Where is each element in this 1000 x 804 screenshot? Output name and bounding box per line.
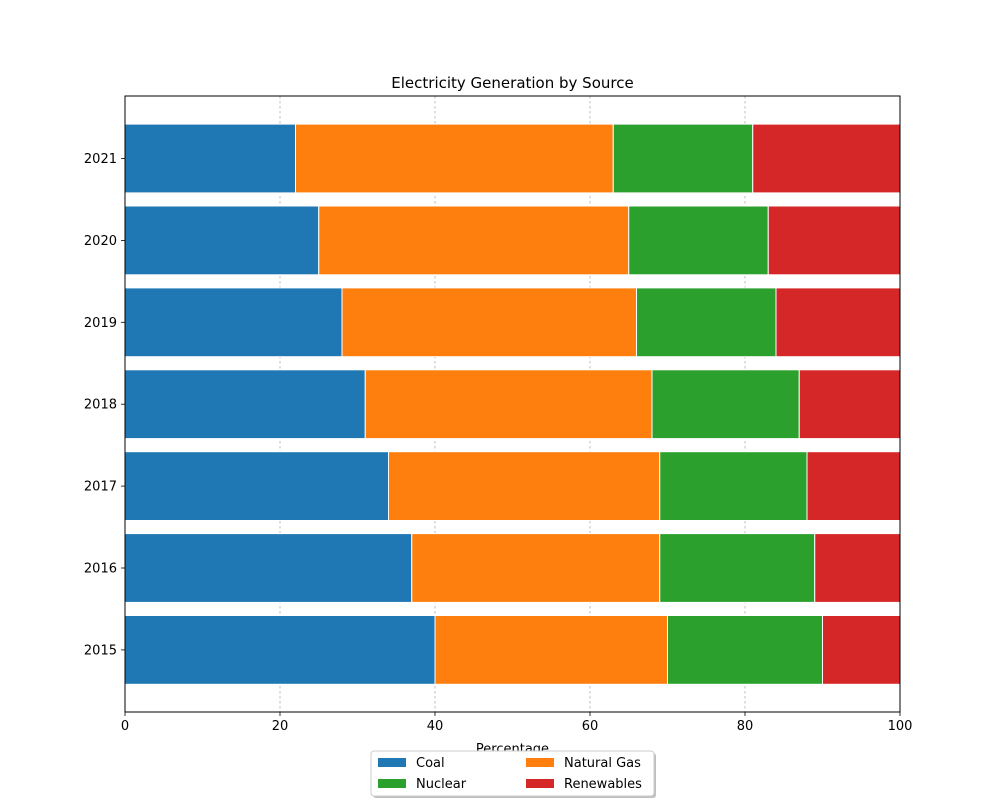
x-tick-label: 40 bbox=[427, 719, 444, 734]
y-tick-label: 2020 bbox=[84, 234, 117, 249]
legend-swatch-renewables bbox=[526, 779, 554, 788]
bar-segment-renewables-2016 bbox=[814, 533, 901, 603]
y-tick-label: 2015 bbox=[84, 643, 117, 658]
bar-segment-renewables-2019 bbox=[775, 287, 901, 358]
y-tick-label: 2021 bbox=[84, 152, 117, 167]
bar-segment-coal-2017 bbox=[124, 451, 389, 521]
bar-segment-natural-gas-2017 bbox=[388, 451, 661, 521]
x-tick-label: 0 bbox=[121, 719, 129, 734]
bar-segment-coal-2016 bbox=[124, 533, 413, 603]
bar-segment-nuclear-2016 bbox=[659, 533, 816, 603]
x-tick-label: 80 bbox=[737, 719, 754, 734]
bar-segment-renewables-2018 bbox=[798, 369, 901, 440]
bar-segment-natural-gas-2020 bbox=[318, 205, 630, 276]
bar-segment-nuclear-2018 bbox=[651, 369, 800, 440]
x-tick-label: 20 bbox=[272, 719, 289, 734]
y-tick-label: 2017 bbox=[84, 480, 117, 495]
bar-segment-coal-2021 bbox=[124, 123, 296, 194]
legend-swatch-coal bbox=[378, 758, 406, 767]
y-tick-label: 2019 bbox=[84, 316, 117, 331]
x-tick-label: 100 bbox=[888, 719, 913, 734]
bar-segment-natural-gas-2021 bbox=[295, 123, 614, 194]
bar-segment-natural-gas-2016 bbox=[411, 533, 661, 603]
legend-swatch-nuclear bbox=[378, 779, 406, 788]
x-tick-label: 60 bbox=[582, 719, 599, 734]
bar-segment-nuclear-2019 bbox=[636, 287, 777, 358]
legend: Coal Natural Gas Nuclear Renewables bbox=[370, 750, 656, 798]
legend-box bbox=[370, 750, 655, 797]
bar-segment-natural-gas-2018 bbox=[364, 369, 653, 440]
bar-segment-nuclear-2020 bbox=[628, 205, 769, 276]
legend-label-coal: Coal bbox=[416, 756, 445, 771]
legend-label-nuclear: Nuclear bbox=[416, 777, 467, 792]
bar-segment-coal-2020 bbox=[124, 205, 320, 276]
legend-swatch-natural-gas bbox=[526, 758, 554, 767]
bar-segment-natural-gas-2019 bbox=[341, 287, 637, 358]
bar-segment-renewables-2017 bbox=[806, 451, 901, 521]
bars-layer bbox=[124, 123, 901, 685]
bar-segment-coal-2019 bbox=[124, 287, 343, 358]
y-axis: 2015 2016 2017 2018 2019 2020 2021 bbox=[84, 152, 125, 658]
bar-segment-renewables-2020 bbox=[767, 205, 901, 276]
bar-segment-natural-gas-2015 bbox=[434, 615, 668, 685]
y-tick-label: 2016 bbox=[84, 562, 117, 577]
legend-label-renewables: Renewables bbox=[564, 777, 642, 792]
bar-segment-nuclear-2017 bbox=[659, 451, 808, 521]
y-tick-label: 2018 bbox=[84, 398, 117, 413]
bar-segment-renewables-2015 bbox=[822, 615, 901, 685]
bar-segment-renewables-2021 bbox=[752, 123, 901, 194]
bar-segment-nuclear-2021 bbox=[612, 123, 754, 194]
legend-label-natural-gas: Natural Gas bbox=[564, 756, 641, 771]
bar-segment-coal-2015 bbox=[124, 615, 436, 685]
chart-title: Electricity Generation by Source bbox=[391, 74, 633, 92]
x-axis: 0 20 40 60 80 100 bbox=[121, 712, 913, 734]
bar-segment-coal-2018 bbox=[124, 369, 366, 440]
bar-segment-nuclear-2015 bbox=[667, 615, 823, 685]
